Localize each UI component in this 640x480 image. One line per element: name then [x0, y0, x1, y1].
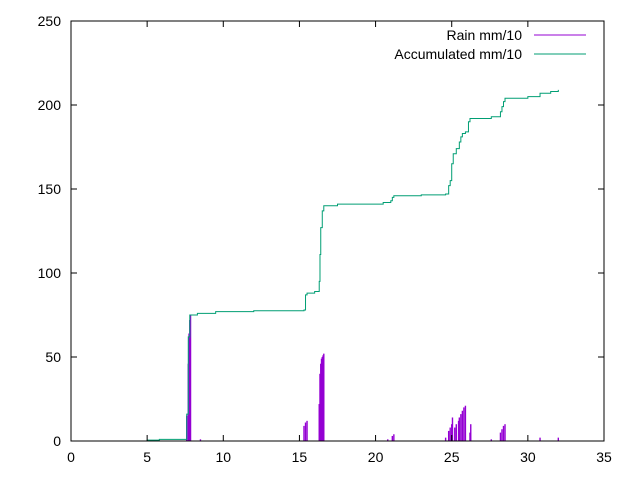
y-tick-label: 0 — [53, 433, 61, 449]
x-tick-label: 5 — [143, 449, 151, 465]
x-tick-label: 15 — [292, 449, 308, 465]
series-layer — [101, 89, 560, 442]
x-tick-label: 25 — [444, 449, 460, 465]
x-tick-label: 35 — [596, 449, 612, 465]
rain-series — [186, 315, 560, 441]
y-tick-label: 250 — [38, 13, 62, 29]
y-tick-label: 200 — [38, 97, 62, 113]
legend-label: Rain mm/10 — [447, 27, 523, 43]
accumulated-series-line — [101, 89, 559, 442]
x-tick-label: 0 — [67, 449, 75, 465]
y-tick-label: 50 — [45, 349, 61, 365]
y-tick-label: 100 — [38, 265, 62, 281]
x-axis: 0 5 10 15 20 25 30 35 — [67, 21, 612, 465]
x-tick-label: 30 — [520, 449, 536, 465]
legend-label: Accumulated mm/10 — [394, 46, 522, 62]
y-axis: 0 50 100 150 200 250 — [38, 13, 604, 449]
y-tick-label: 150 — [38, 181, 62, 197]
legend: Rain mm/10 Accumulated mm/10 — [394, 27, 586, 62]
x-tick-label: 10 — [215, 449, 231, 465]
plot-frame — [70, 20, 605, 442]
x-tick-label: 20 — [368, 449, 384, 465]
